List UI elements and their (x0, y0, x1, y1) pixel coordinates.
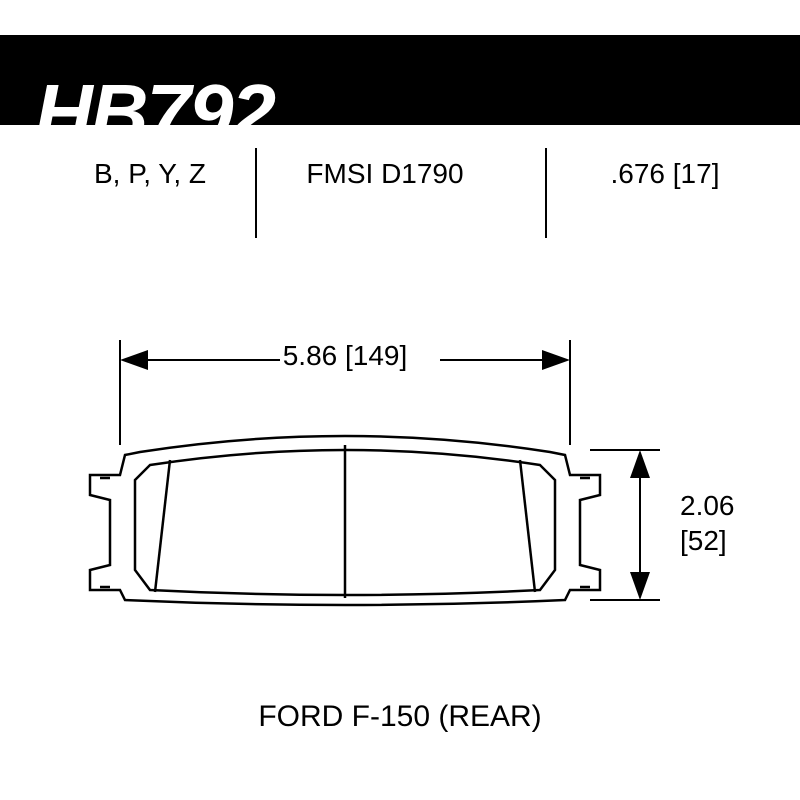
width-dim-label: 5.86 [149] (283, 340, 408, 371)
brake-pad-outline (90, 436, 600, 605)
diagram-area: 5.86 [149] 2.06 [52] (0, 300, 800, 720)
spec-fmsi-text: FMSI D1790 (260, 148, 510, 190)
pad-diagram-svg: 5.86 [149] 2.06 [52] (0, 300, 800, 720)
spec-thickness-text: .676 [17] (565, 148, 765, 190)
spec-compounds: B, P, Y, Z (50, 148, 250, 238)
spec-divider-2 (545, 148, 547, 238)
height-dim-label-1: 2.06 (680, 490, 735, 521)
header-bar: HB792 (0, 35, 800, 125)
spec-compounds-text: B, P, Y, Z (50, 148, 250, 190)
part-number: HB792 (35, 67, 274, 159)
width-dimension: 5.86 [149] (120, 338, 570, 445)
spec-divider-1 (255, 148, 257, 238)
spec-thickness: .676 [17] (565, 148, 765, 238)
spec-row: B, P, Y, Z FMSI D1790 .676 [17] (0, 148, 800, 238)
height-dim-label-2: [52] (680, 525, 727, 556)
height-dimension: 2.06 [52] (590, 450, 735, 600)
application-label: FORD F-150 (REAR) (0, 700, 800, 734)
spec-fmsi: FMSI D1790 (260, 148, 510, 238)
